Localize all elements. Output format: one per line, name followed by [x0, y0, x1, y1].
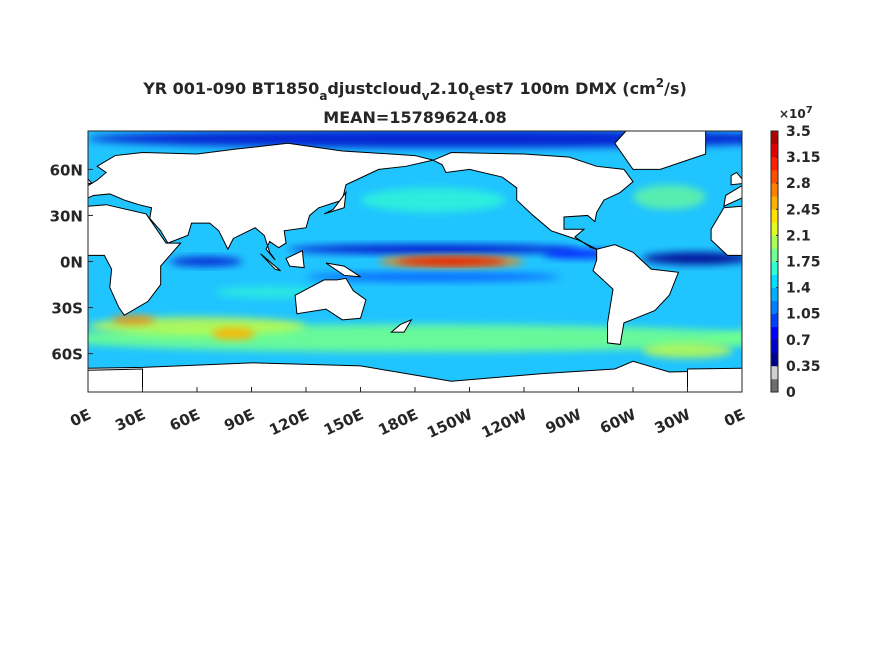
field-patch [642, 343, 733, 358]
colorbar-multiplier: ×107 [779, 105, 813, 121]
field-patch [397, 258, 506, 264]
colorbar-swatch [771, 314, 778, 327]
y-tick-label: 60N [50, 161, 83, 179]
title-part: v [422, 89, 430, 103]
x-tick-label: 60W [597, 405, 639, 437]
colorbar-swatch [771, 340, 778, 353]
x-tick-label: 0E [721, 405, 747, 430]
colorbar-swatch [771, 209, 778, 222]
colorbar-swatch [771, 131, 778, 144]
colorbar-tick-label: 2.8 [786, 176, 811, 192]
land [0, 245, 24, 345]
chart-subtitle: MEAN=15789624.08 [323, 108, 506, 127]
field-patch [633, 185, 706, 210]
multiplier-exponent: 7 [806, 105, 813, 116]
field-patch [866, 328, 875, 340]
multiplier-base: ×10 [779, 107, 806, 121]
colorbar-swatch [771, 327, 778, 340]
colorbar-tick-label: 3.15 [786, 150, 821, 166]
colorbar-swatch [771, 196, 778, 209]
colorbar-swatch [771, 353, 778, 366]
field-patch [869, 286, 875, 298]
chart-title: YR 001-090 BT1850adjustcloudv2.10test7 1… [142, 76, 687, 103]
title-part: YR 001-090 BT1850 [142, 79, 319, 98]
colorbar-tick-label: 3.5 [786, 124, 811, 140]
field-patch [212, 328, 256, 340]
x-tick-label: 120W [479, 405, 530, 442]
title-part: est7 100m DMX (cm [475, 79, 656, 98]
map [0, 123, 875, 399]
colorbar-swatch [771, 275, 778, 288]
colorbar-swatch [771, 183, 778, 196]
title-part: /s) [664, 79, 687, 98]
colorbar-tick-label: 1.75 [786, 255, 821, 271]
colorbar-swatch [771, 366, 778, 379]
colorbar-swatch [771, 301, 778, 314]
field-patch [824, 257, 875, 266]
x-tick-label: 90W [543, 405, 585, 437]
colorbar-swatch [771, 288, 778, 301]
colorbar-tick-label: 0.7 [786, 333, 811, 349]
x-tick-label: 30W [652, 405, 694, 437]
land [0, 123, 52, 169]
x-tick-label: 150E [321, 405, 366, 439]
colorbar-swatch [771, 235, 778, 248]
field-patch [288, 245, 579, 254]
x-tick-label: 150W [424, 405, 475, 442]
colorbar-swatch [771, 157, 778, 170]
colorbar-tick-label: 1.4 [786, 281, 811, 297]
y-tick-label: 30N [50, 207, 83, 225]
title-part: a [319, 89, 327, 103]
colorbar-swatch [771, 144, 778, 157]
y-tick-label: 60S [51, 346, 83, 364]
colorbar-tick-label: 2.1 [786, 228, 811, 244]
field-patch [170, 257, 243, 266]
x-tick-label: 0E [67, 405, 93, 430]
title-part: 2.10 [430, 79, 469, 98]
colorbar: 0 0.35 0.7 1.05 1.4 1.75 2.1 2.45 2.8 3.15 3.5 ×107 [771, 105, 821, 401]
colorbar-swatch [771, 248, 778, 261]
x-tick-label: 90E [221, 405, 257, 434]
field-patch [112, 315, 156, 324]
land [731, 172, 746, 184]
colorbar-swatch [771, 222, 778, 235]
colorbar-swatch [771, 379, 778, 392]
title-part: 2 [656, 76, 664, 90]
colorbar-swatch [771, 262, 778, 275]
x-tick-label: 60E [167, 405, 203, 434]
colorbar-tick-label: 2.45 [786, 202, 821, 218]
colorbar-tick-label: 0.35 [786, 359, 821, 375]
colorbar-swatch [771, 170, 778, 183]
y-tick-label: 0N [60, 254, 83, 272]
x-tick-label: 180E [375, 405, 420, 439]
field-patch [360, 188, 505, 213]
title-part: djustcloud [327, 79, 421, 98]
colorbar-tick-label: 0 [786, 385, 796, 401]
x-tick-label: 120E [266, 405, 311, 439]
y-tick-label: 30S [51, 300, 83, 318]
x-tick-label: 30E [112, 405, 148, 434]
colorbar-tick-label: 1.05 [786, 307, 821, 323]
